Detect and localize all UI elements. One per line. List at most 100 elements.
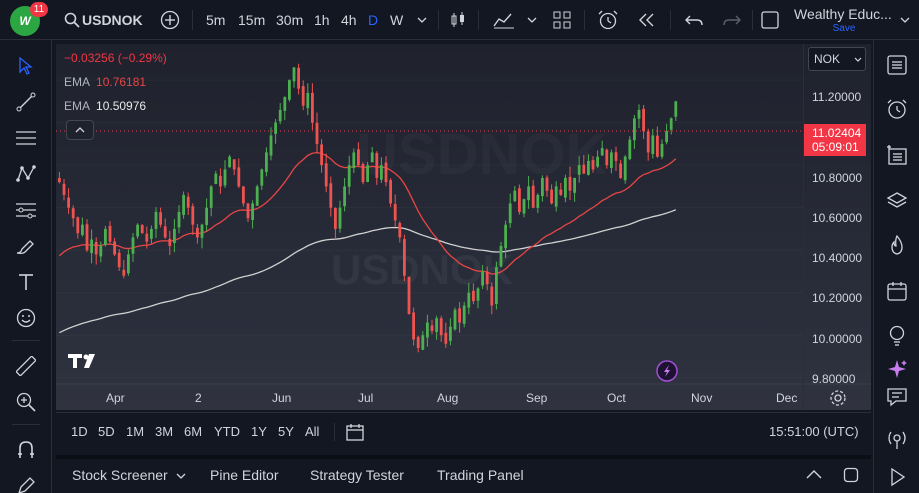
currency-value: NOK (814, 52, 841, 66)
undo-icon[interactable] (682, 8, 706, 32)
range-3m[interactable]: 3M (155, 424, 174, 439)
chevron-down-icon[interactable] (176, 473, 186, 479)
goto-date-icon[interactable] (345, 422, 365, 442)
candle-body (154, 211, 158, 229)
range-1m[interactable]: 1M (126, 424, 145, 439)
bar-countdown: 05:09:01 (812, 140, 859, 154)
tab-trading-panel[interactable]: Trading Panel (437, 467, 524, 483)
cursor-icon[interactable] (12, 52, 40, 80)
candle-body (196, 227, 199, 238)
sparkle-icon[interactable] (884, 356, 910, 382)
watchlist-icon[interactable] (884, 52, 910, 78)
signal-icon[interactable] (884, 426, 910, 452)
layout-name-button[interactable]: Wealthy Educ... Save (794, 6, 894, 36)
candle-body (265, 152, 268, 172)
chevron-down-icon[interactable] (410, 8, 434, 32)
chat-icon[interactable] (884, 384, 910, 410)
range-1y[interactable]: 1Y (251, 424, 267, 439)
candle-body (614, 152, 618, 161)
utc-clock[interactable]: 15:51:00 (UTC) (769, 424, 859, 439)
news-icon[interactable] (884, 142, 910, 168)
price-label: 10.00000 (812, 332, 863, 346)
fib-icon[interactable] (12, 124, 40, 152)
tab-strategy-tester[interactable]: Strategy Tester (310, 467, 404, 483)
alarm-icon[interactable] (884, 96, 910, 122)
redo-icon[interactable] (720, 8, 744, 32)
brush-icon[interactable] (12, 232, 40, 260)
ruler-icon[interactable] (12, 352, 40, 380)
candle-body (214, 173, 218, 184)
candle-body (522, 199, 526, 214)
flame-icon[interactable] (884, 232, 910, 258)
tab-pine-editor[interactable]: Pine Editor (210, 467, 279, 483)
candle-body (108, 225, 112, 242)
templates-icon[interactable] (550, 8, 574, 32)
interval-d[interactable]: D (368, 12, 379, 28)
range-5y[interactable]: 5Y (278, 424, 294, 439)
candle-body (435, 318, 438, 332)
interval-1h[interactable]: 1h (314, 12, 330, 28)
collapse-legend-button[interactable] (66, 120, 94, 140)
notification-badge: 11 (30, 2, 48, 17)
candle-body (99, 245, 103, 257)
measure-lines-icon[interactable] (12, 196, 40, 224)
emoji-icon[interactable] (12, 304, 40, 332)
calendar-icon[interactable] (884, 278, 910, 304)
candle-body (600, 148, 604, 156)
ema-slow (59, 209, 677, 334)
text-icon[interactable] (12, 268, 40, 296)
add-symbol-icon[interactable] (158, 8, 182, 32)
chevron-down-icon[interactable] (520, 8, 544, 32)
ema-slow-legend[interactable]: EMA 10.50976 (64, 99, 146, 113)
lightning-icon[interactable] (656, 360, 678, 382)
range-ytd[interactable]: YTD (214, 424, 240, 439)
maximize-icon[interactable] (843, 467, 859, 483)
interval-5m[interactable]: 5m (206, 12, 226, 28)
magnet-icon[interactable] (12, 436, 40, 464)
replay-icon[interactable] (634, 8, 658, 32)
toolbar-divider (192, 10, 193, 30)
candles-icon[interactable] (446, 8, 470, 32)
zoom-icon[interactable] (12, 388, 40, 416)
alert-icon[interactable] (596, 8, 620, 32)
chevron-up-icon[interactable] (806, 469, 822, 479)
currency-select[interactable]: NOK (808, 47, 866, 71)
chevron-down-icon[interactable] (893, 8, 917, 32)
toolbar-divider (12, 340, 40, 341)
idea-icon[interactable] (884, 322, 910, 348)
candle-body (200, 224, 204, 238)
interval-4h[interactable]: 4h (341, 12, 357, 28)
ema-fast-legend[interactable]: EMA 10.76181 (64, 75, 146, 89)
interval-w[interactable]: W (390, 12, 404, 28)
tab-stock-screener[interactable]: Stock Screener (72, 467, 168, 483)
range-5d[interactable]: 5D (98, 424, 115, 439)
trendline-icon[interactable] (12, 88, 40, 116)
chart-settings-icon[interactable] (829, 389, 847, 407)
layout-icon[interactable] (758, 8, 782, 32)
candle-body (219, 175, 222, 187)
range-all[interactable]: All (305, 424, 320, 439)
range-6m[interactable]: 6M (184, 424, 203, 439)
layers-icon[interactable] (884, 188, 910, 214)
save-status[interactable]: Save (832, 23, 856, 34)
interval-30m[interactable]: 30m (276, 12, 304, 28)
candle-body (674, 101, 678, 117)
timeframe-bar: 1D 5D 1M 3M 6M YTD 1Y 5Y All 15:51:00 (U… (56, 412, 871, 450)
range-1d[interactable]: 1D (71, 424, 88, 439)
symbol-button[interactable]: USDNOK (82, 12, 143, 28)
pencil-icon[interactable] (12, 472, 40, 493)
layout-name: Wealthy Educ... (794, 6, 892, 22)
candle-body (403, 239, 406, 276)
play-icon[interactable] (884, 464, 910, 490)
interval-15m[interactable]: 15m (238, 12, 266, 28)
candle-body (665, 131, 668, 143)
candle-body (168, 238, 172, 246)
chart-pane[interactable]: USDNOK USDNOK (56, 44, 871, 410)
indicators-icon[interactable] (492, 8, 516, 32)
price-chart[interactable]: USDNOK USDNOK (56, 44, 871, 410)
candle-body (485, 272, 489, 285)
pattern-icon[interactable] (12, 160, 40, 188)
candle-body (67, 197, 70, 208)
search-icon[interactable] (60, 8, 84, 32)
toolbar-divider (752, 10, 753, 30)
